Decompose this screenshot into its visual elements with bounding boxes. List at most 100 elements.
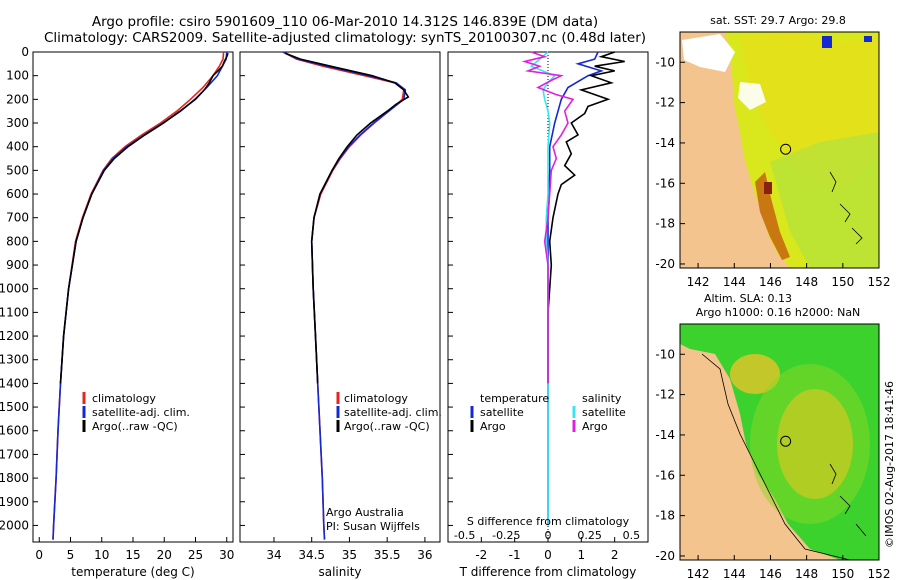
difference-top-ticks: -0.5 -0.25 0 0.25 0.5 (454, 529, 640, 542)
series-line-climatology (282, 51, 405, 540)
series-line-s-argo (521, 51, 575, 384)
depth-axis: 0 100 200 300 400 500 600 700 800 900 1000 1100 1200… (0, 45, 38, 532)
difference-x-axis: -2 -1 0 1 2 (475, 537, 618, 562)
altimetry-title-line2: Argo h1000: 0.16 h2000: NaN (696, 306, 861, 319)
map-x-tick-label: 148 (795, 275, 818, 289)
legend-s-satellite-label: satellite (582, 406, 626, 419)
legend-argo-label: Argo(..raw -QC) (344, 420, 430, 433)
x-tick-label: 0 (544, 548, 552, 562)
x-tick-label: 20 (157, 548, 172, 562)
x-tick-label: 25 (188, 548, 203, 562)
sla-high-north (730, 354, 780, 394)
map-y-tick-label: -20 (655, 257, 675, 271)
legend-t-argo-label: Argo (480, 420, 506, 433)
map-x-tick-label: 150 (831, 567, 854, 580)
difference-top-label: S difference from climatology (467, 515, 630, 528)
salinity-legend: climatology satellite-adj. clim. Argo(..… (336, 392, 442, 433)
map-x-tick-label: 148 (795, 567, 818, 580)
map-x-tick-label: 150 (831, 275, 854, 289)
salinity-x-axis: 34 34.5 35 35.5 36 (266, 537, 433, 562)
x-tick-label: 5 (67, 548, 75, 562)
top-tick-label: 0 (545, 529, 552, 542)
depth-tick-label: 600 (6, 187, 29, 201)
profile-location-marker (780, 435, 792, 447)
depth-tick-label: 900 (6, 258, 29, 272)
map-y-tick-label: -16 (655, 176, 675, 190)
map-x-tick-label: 146 (759, 275, 782, 289)
difference-panel: -2 -1 0 1 2 S difference from climatology -0… (447, 51, 649, 579)
depth-tick-label: 500 (6, 163, 29, 177)
depth-tick-label: 1600 (0, 424, 29, 438)
sla-mid-ring (750, 364, 870, 524)
difference-lines (521, 51, 625, 526)
difference-y-ticks (448, 51, 453, 526)
temperature-panel: 0100200300400500600700800900100011001200… (0, 45, 234, 579)
x-tick-label: 36 (417, 548, 432, 562)
temperature-lines (52, 51, 229, 540)
map-y-tick-label: -18 (655, 509, 675, 523)
map-x-tick-label: 144 (723, 275, 746, 289)
cool-sst-patch (770, 132, 879, 268)
difference-legend: temperature satellite Argo salinity sate… (470, 392, 626, 433)
annotation-argo-australia: Argo Australia (326, 506, 404, 519)
map-x-tick-label: 146 (759, 567, 782, 580)
map-y-tick-label: -10 (655, 347, 675, 361)
annotation-pi: PI: Susan Wijffels (326, 520, 420, 533)
sst-map-area (680, 32, 879, 268)
top-tick-label: 0.5 (623, 529, 641, 542)
map-y-tick-label: -16 (655, 468, 675, 482)
depth-tick-label: 1800 (0, 471, 29, 485)
map-x-tick-label: 142 (687, 567, 710, 580)
coastal-hot-strip (755, 172, 790, 260)
x-tick-label: 34 (266, 548, 281, 562)
depth-tick-label: 2000 (0, 518, 29, 532)
series-line-satellite-adj-clim- (52, 51, 228, 540)
sst-map-panel: sat. SST: 29.7 Argo: 29.8 142 144 146 148 15… (655, 14, 890, 289)
altimetry-title-line1: Altim. SLA: 0.13 (704, 292, 792, 305)
altimetry-map-panel: Altim. SLA: 0.13 Argo h1000: 0.16 h2000:… (655, 292, 890, 580)
salinity-plot-frame (239, 51, 441, 543)
difference-xlabel: T difference from climatology (459, 565, 637, 579)
x-tick-label: 2 (611, 548, 619, 562)
x-tick-label: 35 (342, 548, 357, 562)
series-line-satellite-adj-clim- (282, 51, 407, 540)
profile-location-marker (780, 143, 792, 155)
depth-tick-label: 1000 (0, 282, 29, 296)
x-tick-label: 34.5 (298, 548, 325, 562)
cloud-mask (682, 34, 735, 72)
depth-tick-label: 1100 (0, 305, 29, 319)
x-tick-label: 35.5 (374, 548, 401, 562)
depth-tick-label: 1400 (0, 376, 29, 390)
depth-tick-label: 1200 (0, 329, 29, 343)
depth-tick-label: 1300 (0, 353, 29, 367)
temperature-x-axis: 0 5 10 15 20 25 30 (35, 537, 234, 562)
legend-satellite-label: satellite-adj. clim. (344, 406, 442, 419)
series-line-t-argo (547, 51, 625, 384)
series-line-climatology (52, 51, 225, 540)
altimetry-map-area (680, 324, 879, 560)
temperature-legend: climatology satellite-adj. clim. Argo(..… (82, 392, 190, 433)
legend-t-satellite-label: satellite (480, 406, 524, 419)
header-line2: Climatology: CARS2009. Satellite-adjuste… (44, 30, 646, 46)
map-y-tick-label: -20 (655, 549, 675, 563)
depth-tick-label: 1900 (0, 495, 29, 509)
map-y-tick-label: -12 (655, 96, 675, 110)
hot-pixel (764, 182, 772, 194)
series-line-argo-raw-qc- (285, 52, 410, 384)
series-line-argo-raw-qc- (59, 52, 229, 384)
map-x-tick-label: 142 (687, 275, 710, 289)
top-tick-label: -0.5 (454, 529, 475, 542)
depth-tick-label: 100 (6, 69, 29, 83)
legend-s-argo-label: Argo (582, 420, 608, 433)
sst-map-axes: 142 144 146 148 150 152 -10 -12 -14 -16 -18 -20 (655, 55, 890, 289)
sst-map-frame (679, 31, 880, 269)
legend-satellite-label: satellite-adj. clim. (92, 406, 190, 419)
depth-tick-label: 300 (6, 116, 29, 130)
salinity-lines (282, 51, 410, 540)
sst-map-title: sat. SST: 29.7 Argo: 29.8 (710, 14, 846, 27)
reef-outline (829, 463, 867, 537)
depth-tick-label: 200 (6, 92, 29, 106)
depth-tick-label: 1700 (0, 447, 29, 461)
x-tick-label: -1 (509, 548, 521, 562)
